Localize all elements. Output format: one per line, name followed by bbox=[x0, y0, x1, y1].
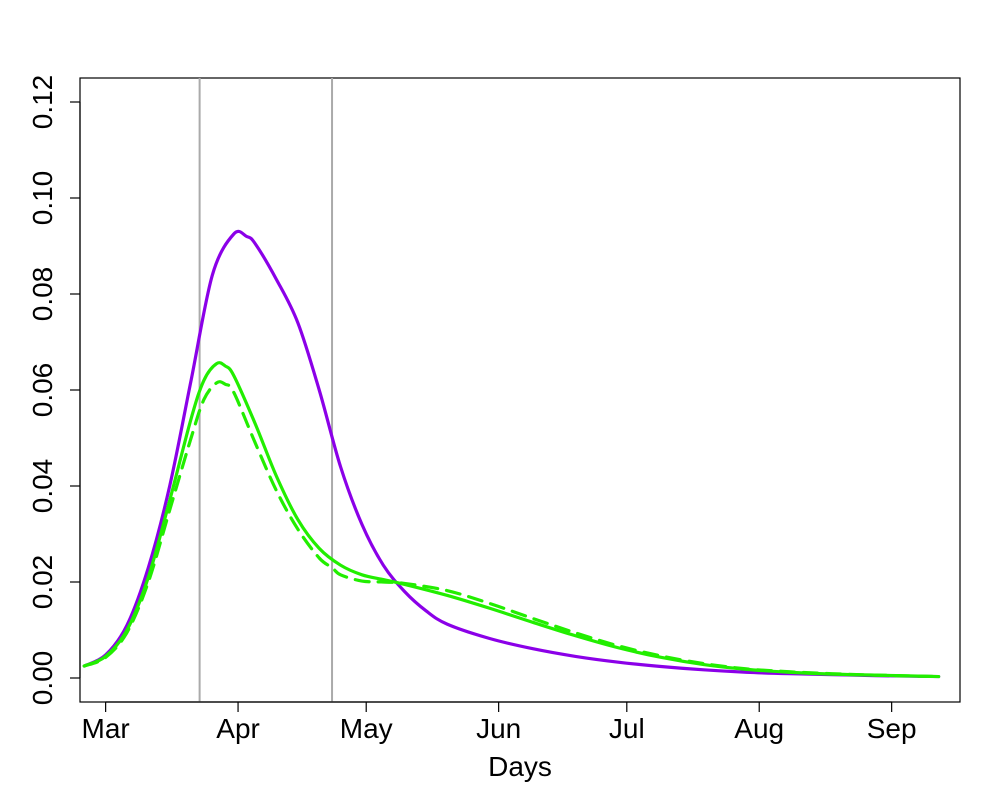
y-tick-label-1: 0.02 bbox=[27, 555, 58, 610]
x-axis-title: Days bbox=[488, 751, 552, 782]
y-tick-label-6: 0.12 bbox=[27, 75, 58, 130]
series-line-0 bbox=[82, 229, 941, 679]
plot-frame bbox=[79, 77, 961, 703]
y-tick-label-0: 0.00 bbox=[27, 651, 58, 706]
y-tick-label-4: 0.08 bbox=[27, 267, 58, 322]
reference-lines bbox=[198, 78, 334, 702]
series-line-2 bbox=[82, 380, 941, 679]
y-axis: 0.00 0.02 0.04 0.06 0.08 0.10 0.12 bbox=[27, 75, 81, 706]
series-line-1 bbox=[82, 361, 941, 679]
y-tick-label-5: 0.10 bbox=[27, 171, 58, 226]
y-tick-label-2: 0.04 bbox=[27, 459, 58, 514]
x-tick-label-4: Jul bbox=[609, 713, 645, 744]
x-tick-label-3: Jun bbox=[476, 713, 521, 744]
x-tick-label-0: Mar bbox=[82, 713, 130, 744]
x-tick-label-5: Aug bbox=[734, 713, 784, 744]
x-tick-label-6: Sep bbox=[867, 713, 917, 744]
y-tick-label-3: 0.06 bbox=[27, 363, 58, 418]
x-tick-label-1: Apr bbox=[216, 713, 260, 744]
x-tick-label-2: May bbox=[340, 713, 393, 744]
x-axis: Mar Apr May Jun Jul Aug Sep bbox=[82, 701, 917, 744]
series-layer bbox=[82, 229, 941, 679]
